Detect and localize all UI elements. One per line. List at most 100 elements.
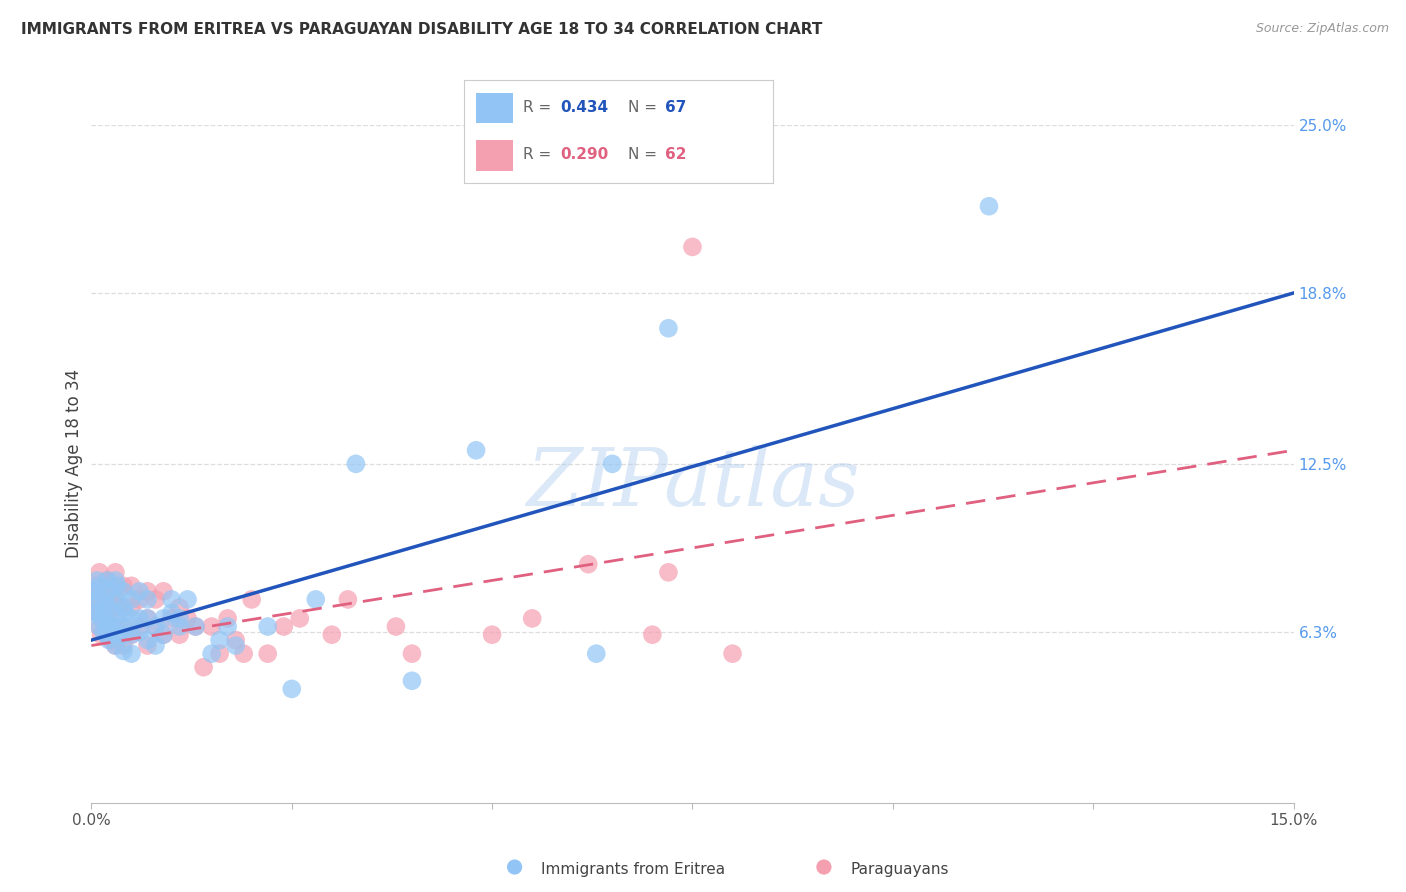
Point [641,628,664,642]
Point [84,606,107,620]
Point [176,611,198,625]
Point [385,619,408,633]
Point [90,611,112,625]
Point [145,639,167,653]
Point [96,592,118,607]
Point [104,639,127,653]
Point [128,619,150,633]
Point [256,647,278,661]
Point [160,606,183,620]
Point [89,592,111,607]
Point [112,584,135,599]
Point [84,579,107,593]
Point [104,592,127,607]
Point [336,592,359,607]
Text: N =: N = [628,100,662,115]
Point [401,673,423,688]
Point [977,199,1000,213]
Point [104,639,127,653]
Point [256,619,278,633]
Point [152,611,174,625]
Point [121,628,143,642]
Point [344,457,367,471]
Point [522,611,544,625]
Point [169,628,191,642]
Point [112,579,135,593]
Point [112,644,135,658]
Point [104,619,127,633]
Point [100,619,122,633]
Point [96,619,118,633]
Y-axis label: Disability Age 18 to 34: Disability Age 18 to 34 [65,369,83,558]
Point [201,647,224,661]
Point [145,619,167,633]
Point [128,624,150,639]
Point [86,574,108,588]
Point [208,633,231,648]
Point [160,611,183,625]
Point [145,619,167,633]
Point [602,457,624,471]
Point [657,321,679,335]
Point [681,240,703,254]
Point [225,639,247,653]
Point [136,584,159,599]
Point [98,633,121,648]
Point [465,443,488,458]
Point [208,647,231,661]
Point [89,566,111,580]
Point [481,628,503,642]
Point [585,647,607,661]
Point [121,647,143,661]
Point [100,633,122,648]
Point [96,584,118,599]
Point [217,619,239,633]
Point [104,628,127,642]
Point [96,611,118,625]
Point [89,579,111,593]
Point [321,628,343,642]
Point [112,639,135,653]
Point [96,574,118,588]
Point [105,579,128,593]
Point [152,628,174,642]
Bar [477,140,513,170]
Point [96,600,118,615]
Point [121,579,143,593]
Text: 62: 62 [665,147,686,162]
Point [112,628,135,642]
Text: ZIPatlas: ZIPatlas [526,445,859,523]
Point [657,566,679,580]
Point [93,611,115,625]
Point [86,606,108,620]
Point [94,592,117,607]
Point [225,633,247,648]
Point [98,579,121,593]
Point [89,584,111,599]
Point [217,611,239,625]
Point [96,574,118,588]
Point [121,592,143,607]
Point [240,592,263,607]
Point [121,611,143,625]
Point [104,619,127,633]
Point [503,860,526,874]
Point [136,639,159,653]
Point [112,619,135,633]
Point [136,611,159,625]
Point [112,600,135,615]
Point [273,619,295,633]
Point [83,592,105,607]
Point [93,606,115,620]
Point [176,592,198,607]
Point [89,619,111,633]
Point [281,681,304,696]
Point [288,611,311,625]
Point [401,647,423,661]
Point [721,647,744,661]
Bar [477,93,513,123]
Point [136,633,159,648]
Point [169,611,191,625]
Point [114,606,136,620]
Point [128,584,150,599]
